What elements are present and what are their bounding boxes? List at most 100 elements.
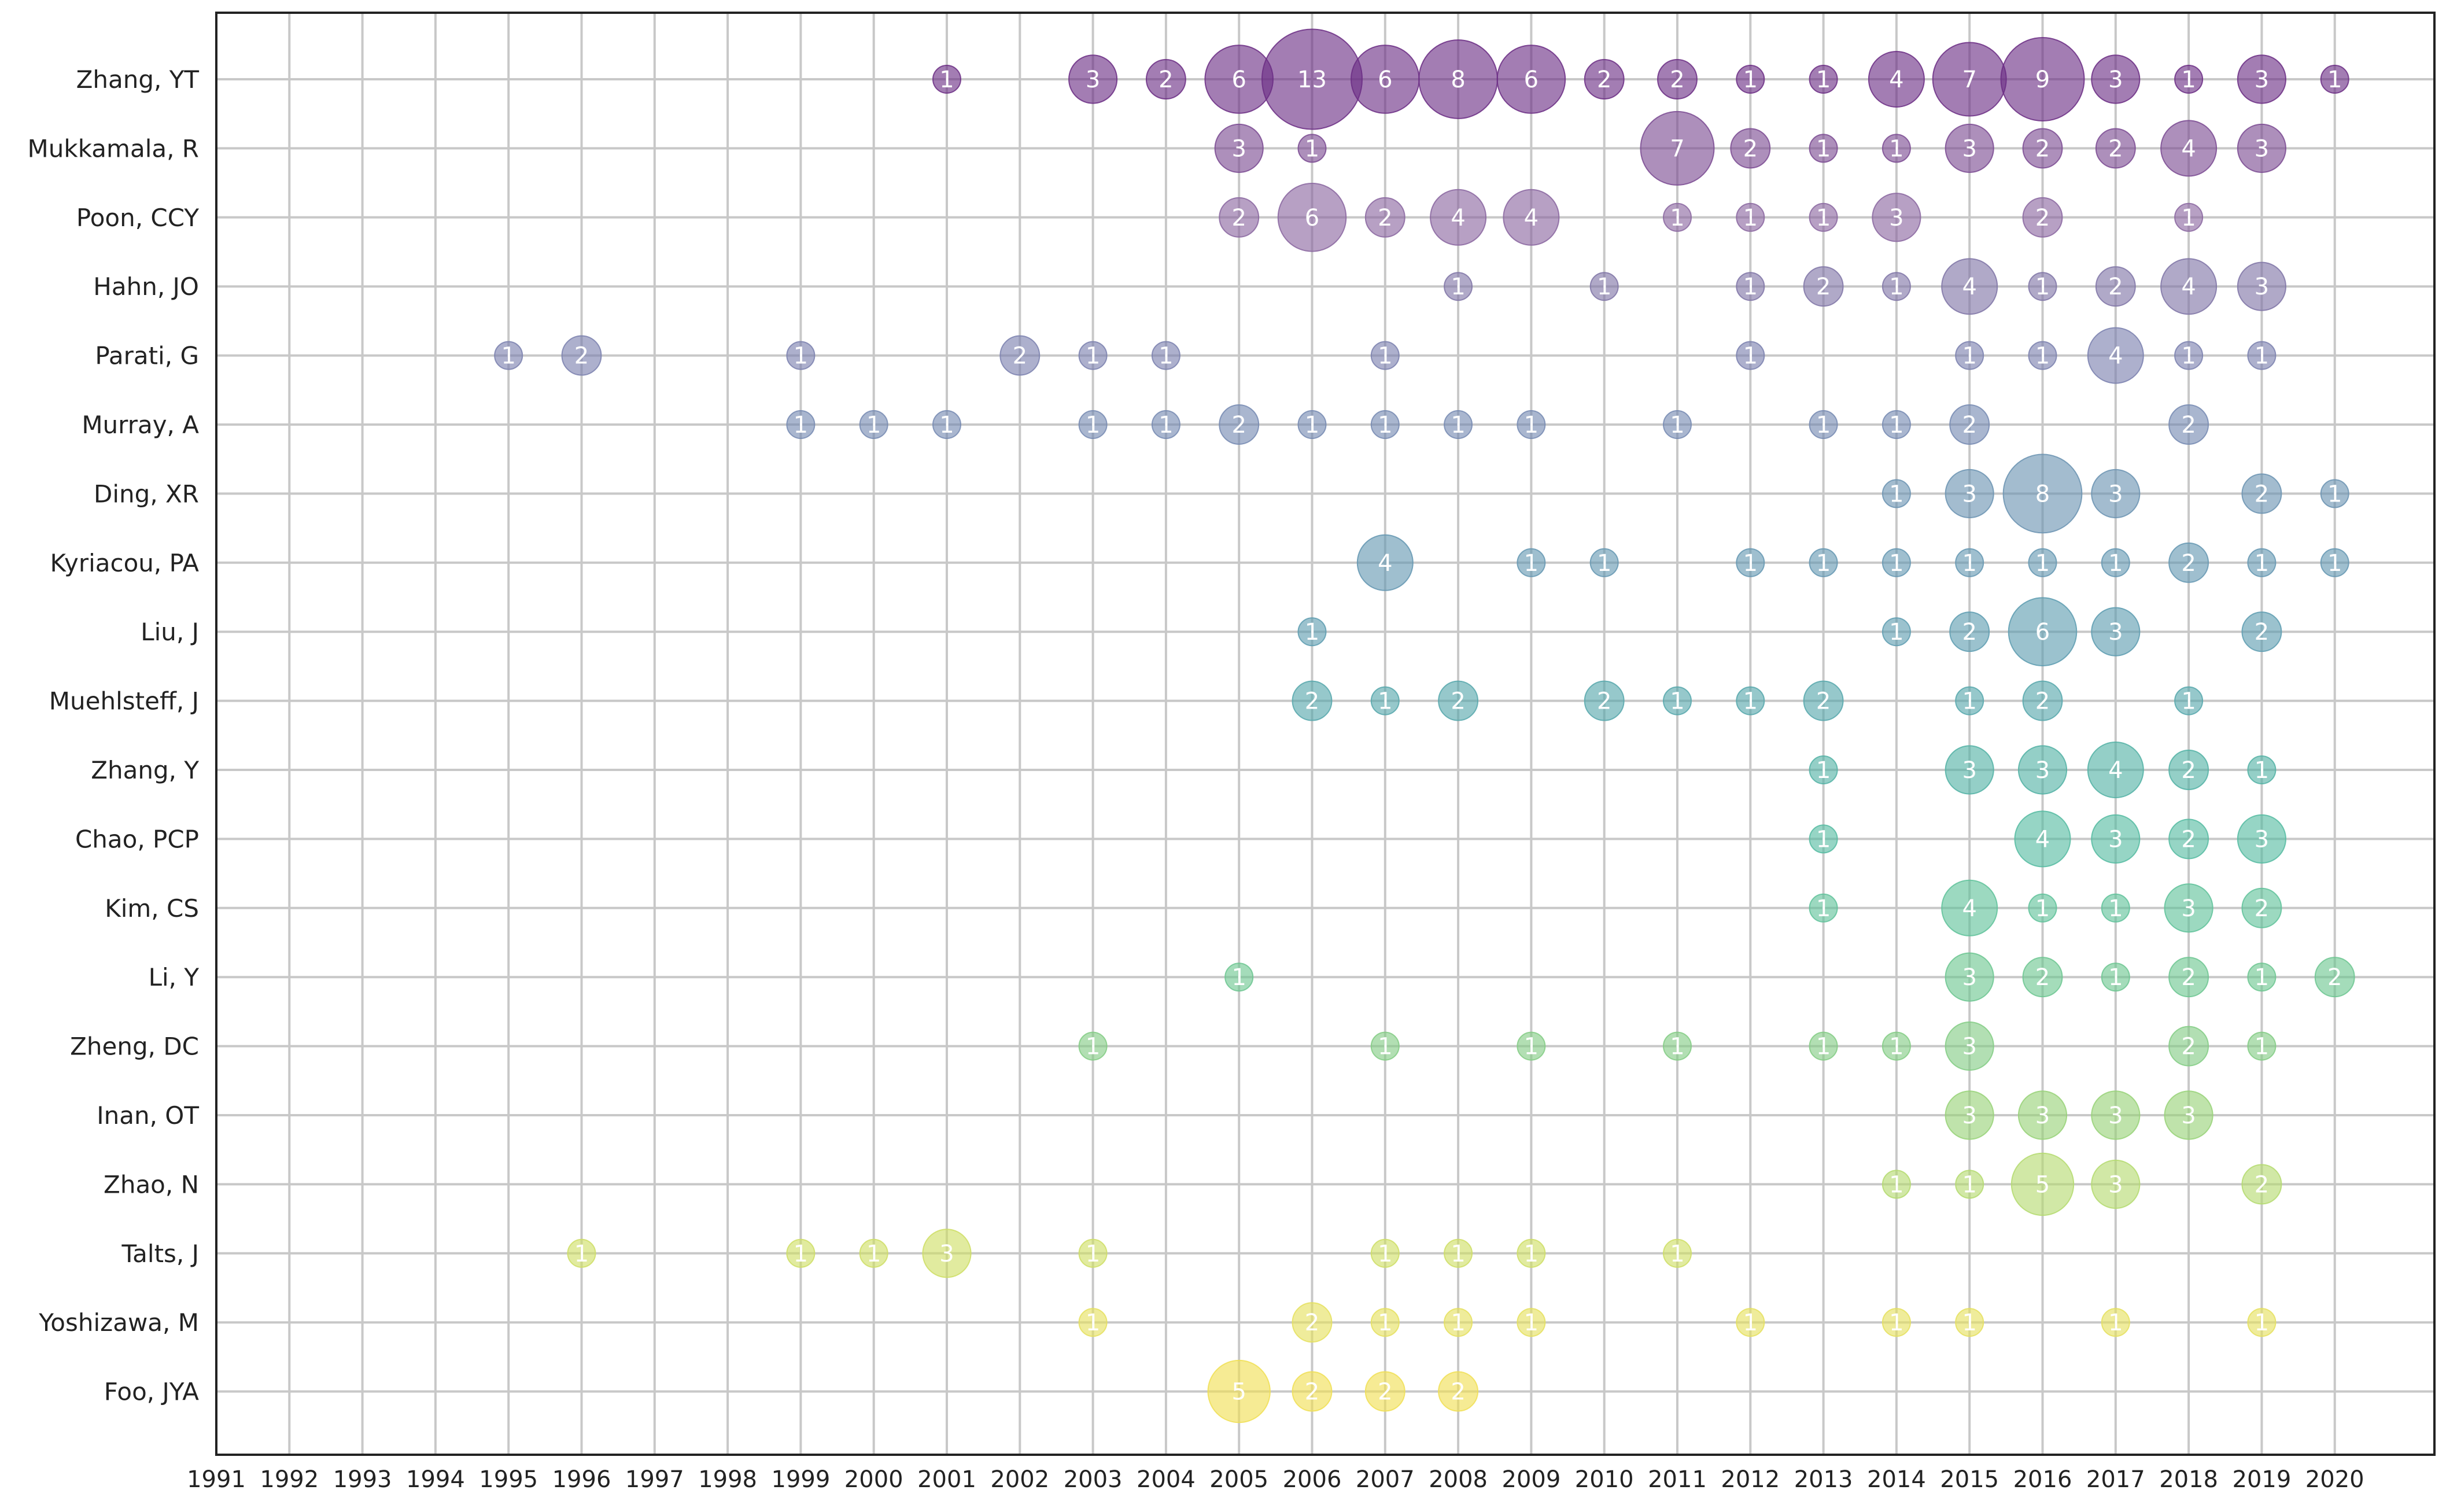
bubble xyxy=(1955,686,1984,716)
bubble xyxy=(1736,202,1765,232)
bubble xyxy=(2022,957,2063,998)
bubble xyxy=(2247,1308,2277,1337)
bubble xyxy=(1444,272,1473,301)
bubble-value-label: 3 xyxy=(2035,757,2050,784)
bubble-value-label: 1 xyxy=(866,412,881,438)
bubble xyxy=(2028,893,2057,923)
bubble-value-label: 3 xyxy=(1962,964,1976,991)
bubble xyxy=(1736,272,1765,301)
bubble-value-label: 3 xyxy=(2108,481,2123,507)
bubble xyxy=(561,335,602,376)
bubble-value-label: 4 xyxy=(2035,826,2050,853)
bubble xyxy=(1370,1238,1400,1268)
bubble-value-label: 5 xyxy=(1231,1379,1246,1406)
bubble xyxy=(1370,341,1400,370)
x-tick-label: 1993 xyxy=(333,1466,392,1493)
bubble xyxy=(1736,65,1765,94)
bubble xyxy=(1292,1371,1333,1412)
bubble-value-label: 1 xyxy=(939,67,954,93)
bubble-value-label: 1 xyxy=(2255,550,2269,577)
bubble xyxy=(1584,59,1625,99)
bubble-value-label: 1 xyxy=(1816,1034,1831,1060)
bubble xyxy=(1444,1238,1473,1268)
y-tick-label: Kim, CS xyxy=(105,894,199,923)
bubble xyxy=(2247,548,2277,577)
bubble-value-label: 1 xyxy=(794,343,808,370)
bubble xyxy=(2168,957,2209,998)
bubble xyxy=(2237,123,2286,173)
bubble xyxy=(1809,893,1838,923)
bubble xyxy=(1955,1308,1984,1337)
bubble-value-label: 1 xyxy=(1451,274,1465,300)
bubble-value-label: 2 xyxy=(1378,1379,1392,1406)
bubble xyxy=(1736,1308,1765,1337)
bubble-value-label: 1 xyxy=(2108,964,2123,991)
bubble-value-label: 4 xyxy=(1524,205,1539,231)
bubble-value-label: 2 xyxy=(1305,1310,1319,1336)
bubble-value-label: 1 xyxy=(574,1241,589,1267)
bubble-value-label: 6 xyxy=(1231,67,1246,93)
bubble-value-label: 1 xyxy=(1816,826,1831,853)
bubble-value-label: 1 xyxy=(2181,343,2196,370)
bubble xyxy=(1078,1308,1108,1337)
bubble-value-label: 1 xyxy=(1086,1310,1100,1336)
y-tick-label: Hahn, JO xyxy=(93,272,199,301)
bubble xyxy=(2087,742,2144,798)
y-tick-label: Ding, XR xyxy=(94,480,199,508)
bubble xyxy=(1949,404,1990,445)
y-tick-label: Foo, JYA xyxy=(104,1378,200,1406)
bubble xyxy=(1584,680,1625,721)
bubble-value-label: 1 xyxy=(1889,619,1903,646)
x-tick-label: 2016 xyxy=(2013,1466,2072,1493)
x-tick-label: 1999 xyxy=(772,1466,831,1493)
x-tick-label: 2010 xyxy=(1575,1466,1634,1493)
bubble xyxy=(859,1238,888,1268)
bubble-value-label: 5 xyxy=(2035,1171,2050,1198)
bubble-value-label: 1 xyxy=(1086,1241,1100,1267)
bubble xyxy=(1663,410,1692,439)
x-tick-label: 2018 xyxy=(2159,1466,2218,1493)
bubble xyxy=(1517,1238,1546,1268)
bubble xyxy=(1809,755,1838,784)
bubble xyxy=(2022,128,2063,169)
y-axis-labels: Zhang, YT Mukkamala, R Poon, CCY Hahn, JO Pa… xyxy=(28,65,200,1406)
bubble-value-label: 4 xyxy=(1962,274,1976,300)
bubble xyxy=(1297,617,1327,647)
bubble-value-label: 2 xyxy=(2255,1171,2269,1198)
bubble xyxy=(1078,410,1108,439)
bubble xyxy=(2164,1090,2213,1140)
bubble-value-label: 3 xyxy=(2255,826,2269,853)
bubble xyxy=(2174,65,2204,94)
bubble xyxy=(1297,410,1327,439)
bubble xyxy=(1207,1359,1271,1424)
bubble xyxy=(2174,202,2204,232)
bubble xyxy=(2028,272,2057,301)
bubble xyxy=(2237,261,2286,311)
x-tick-label: 2013 xyxy=(1794,1466,1853,1493)
bubble-value-label: 1 xyxy=(1743,550,1758,577)
bubble xyxy=(1881,410,1911,439)
bubble-value-label: 1 xyxy=(2035,895,2050,922)
bubble-value-label: 1 xyxy=(1743,1310,1758,1336)
bubble xyxy=(2241,473,2282,514)
bubble xyxy=(2014,810,2071,868)
bubble-value-label: 1 xyxy=(1816,550,1831,577)
bubble-value-label: 1 xyxy=(1889,274,1903,300)
bubble xyxy=(1809,824,1838,854)
y-tick-label: Liu, J xyxy=(141,618,199,646)
bubble-value-label: 1 xyxy=(1889,412,1903,438)
bubble-value-label: 3 xyxy=(1086,67,1100,93)
y-tick-label: Mukkamala, R xyxy=(28,134,199,163)
bubble xyxy=(2314,957,2355,998)
bubble-value-label: 2 xyxy=(2181,550,2196,577)
bubble-value-label: 3 xyxy=(2108,1102,2123,1129)
bubble-value-label: 1 xyxy=(2108,550,2123,577)
bubble-value-label: 1 xyxy=(2181,67,2196,93)
x-tick-label: 2019 xyxy=(2233,1466,2292,1493)
bubble xyxy=(786,410,816,439)
bubble-value-label: 2 xyxy=(1743,135,1758,162)
bubble xyxy=(1809,65,1838,94)
bubble-value-label: 1 xyxy=(1889,1034,1903,1060)
bubble xyxy=(1151,341,1180,370)
bubble-value-label: 1 xyxy=(1816,205,1831,231)
